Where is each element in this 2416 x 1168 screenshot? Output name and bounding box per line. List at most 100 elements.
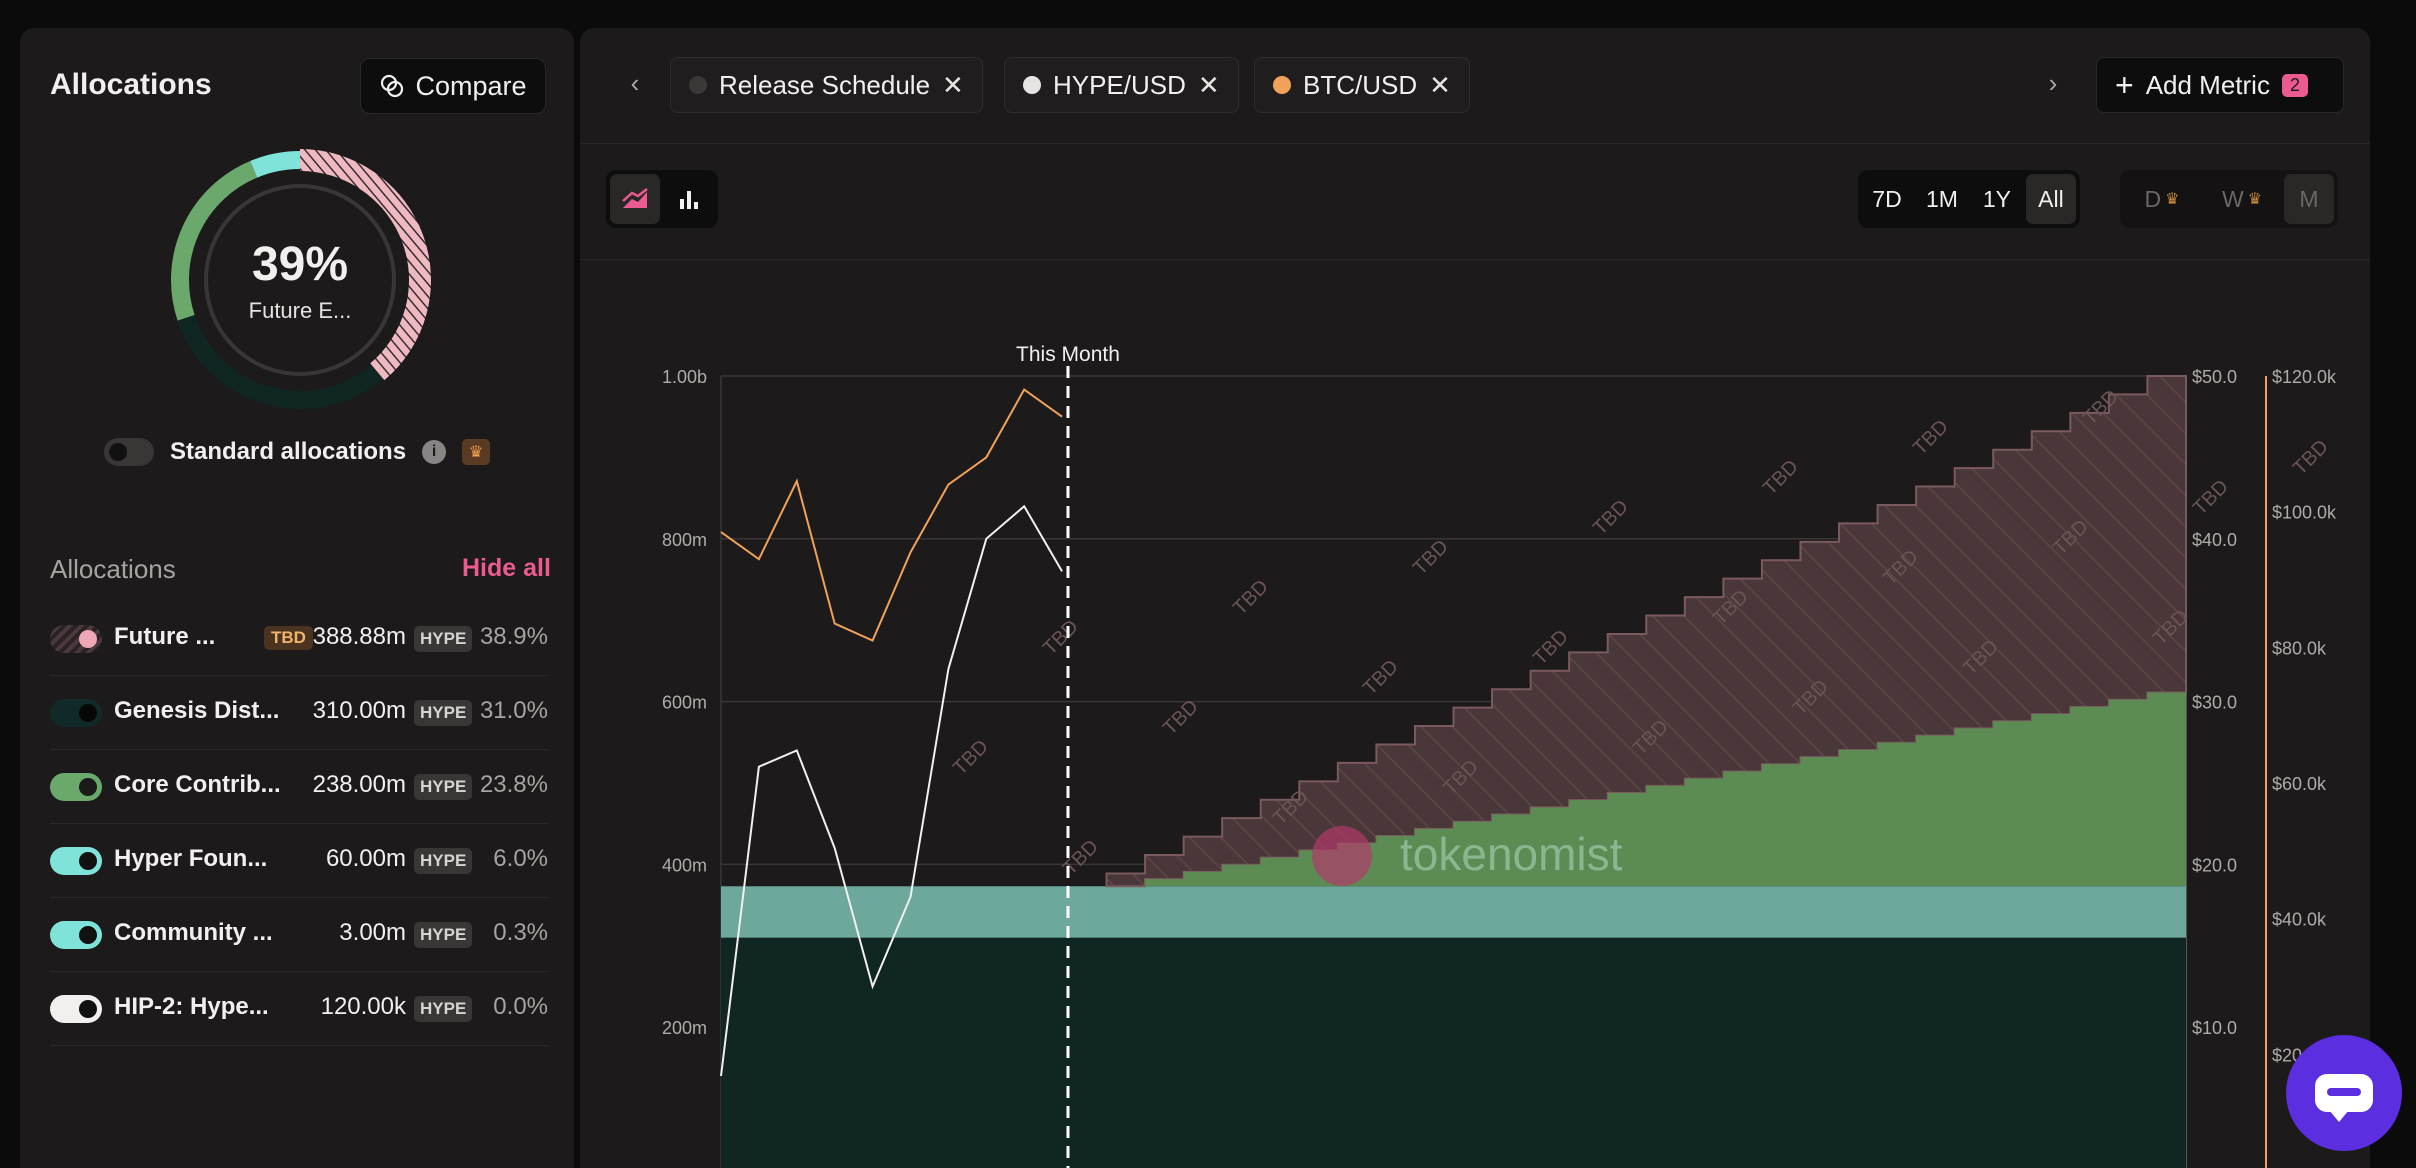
- range-option[interactable]: 1Y: [1982, 185, 2012, 212]
- allocation-percent: 31.0%: [479, 697, 548, 724]
- tbd-label: TBD: [1359, 656, 1403, 700]
- allocation-row[interactable]: Genesis Dist... 310.00m HYPE 31.0%: [50, 676, 548, 750]
- standard-allocations-toggle[interactable]: [104, 438, 154, 466]
- token-badge: HYPE: [414, 626, 473, 652]
- allocation-toggle[interactable]: [50, 625, 102, 653]
- series-color-dot: [689, 76, 707, 94]
- tbd-label: TBD: [1909, 416, 1953, 460]
- bar-chart-button[interactable]: [664, 174, 714, 224]
- right-axis-tick: $60.0k: [2272, 774, 2327, 794]
- right-axis-tick: $40.0k: [2272, 910, 2327, 930]
- allocation-name: Future ...: [114, 623, 216, 650]
- allocation-percent: 23.8%: [479, 771, 548, 798]
- metric-tab-bar: ‹ Release Schedule ✕ HYPE/USD ✕ BTC/USD ✕ › +…: [580, 28, 2370, 144]
- toggle-knob: [79, 1000, 97, 1018]
- release-schedule-chart[interactable]: TBDTBDTBDTBDTBDTBDTBDTBDTBDTBDTBDTBDTBDT…: [580, 260, 2370, 1168]
- range-option[interactable]: All: [2025, 174, 2076, 224]
- metric-tab-label: BTC/USD: [1303, 69, 1418, 100]
- compare-label: Compare: [415, 70, 527, 101]
- mid-axis-tick: $30.0: [2192, 693, 2237, 713]
- token-badge: HYPE: [414, 774, 473, 800]
- add-metric-button[interactable]: + Add Metric 2: [2096, 57, 2344, 113]
- series-core-contributors-area: [1106, 692, 2186, 887]
- allocation-name: HIP-2: Hype...: [114, 993, 269, 1020]
- close-icon[interactable]: ✕: [1197, 69, 1220, 100]
- toggle-knob: [79, 926, 97, 944]
- compare-button[interactable]: Compare: [360, 58, 546, 114]
- add-metric-label: Add Metric: [2145, 69, 2270, 100]
- allocation-donut[interactable]: [160, 140, 440, 420]
- info-icon[interactable]: i: [422, 440, 447, 464]
- close-icon[interactable]: ✕: [1429, 69, 1451, 100]
- close-icon[interactable]: ✕: [942, 69, 964, 100]
- standard-allocations-label: Standard allocations: [170, 438, 407, 465]
- granularity-option[interactable]: W ♛: [2204, 174, 2280, 224]
- donut-slice[interactable]: [299, 149, 431, 381]
- metric-tab[interactable]: Release Schedule ✕: [670, 57, 983, 113]
- range-option[interactable]: 7D: [1872, 185, 1902, 212]
- granularity-label: D: [2144, 185, 2162, 212]
- allocation-toggle[interactable]: [50, 847, 102, 875]
- tbd-label: TBD: [2189, 476, 2233, 520]
- allocation-name: Hyper Foun...: [114, 845, 268, 872]
- allocation-name: Genesis Dist...: [114, 697, 280, 724]
- donut-slice[interactable]: [250, 151, 301, 178]
- range-selector: 7D 1M 1Y All: [1858, 170, 2080, 228]
- tbd-label: TBD: [949, 736, 993, 780]
- token-badge: HYPE: [414, 848, 473, 874]
- toggle-knob: [79, 852, 97, 870]
- bar-chart-icon: [680, 191, 698, 209]
- chevron-left-icon[interactable]: ‹: [630, 67, 640, 98]
- allocation-row[interactable]: Hyper Foun... 60.00m HYPE 6.0%: [50, 824, 548, 898]
- allocation-row[interactable]: HIP-2: Hype... 120.00k HYPE 0.0%: [50, 972, 548, 1046]
- allocation-toggle[interactable]: [50, 773, 102, 801]
- allocation-row[interactable]: Future ... TBD 388.88m HYPE 38.9%: [50, 602, 548, 676]
- granularity-label: M: [2299, 185, 2319, 212]
- allocation-toggle[interactable]: [50, 995, 102, 1023]
- granularity-label: W: [2221, 185, 2244, 212]
- tbd-label: TBD: [1589, 496, 1633, 540]
- metric-tab-label: HYPE/USD: [1053, 69, 1186, 100]
- watermark-text: tokenomist: [1400, 828, 1623, 880]
- allocation-amount: 60.00m: [325, 845, 406, 872]
- metric-tab[interactable]: BTC/USD ✕: [1254, 57, 1470, 113]
- donut-slice[interactable]: [177, 314, 383, 409]
- allocation-amount: 388.88m: [312, 623, 406, 650]
- donut-center: 39% Future E...: [160, 140, 440, 420]
- allocation-toggle[interactable]: [50, 921, 102, 949]
- hide-all-button[interactable]: Hide all: [462, 554, 551, 582]
- allocation-amount: 310.00m: [312, 697, 406, 724]
- chart-panel: ‹ Release Schedule ✕ HYPE/USD ✕ BTC/USD ✕ › +…: [580, 28, 2370, 1168]
- donut-slice[interactable]: [171, 160, 258, 321]
- mid-axis-tick: $20.0: [2192, 855, 2237, 875]
- series-color-dot: [1273, 76, 1291, 94]
- allocation-percent: 0.0%: [493, 993, 548, 1020]
- tbd-label: TBD: [1229, 576, 1273, 620]
- allocations-panel: Allocations Compare 39% Future E... Stan…: [20, 28, 574, 1168]
- left-axis-tick: 400m: [662, 855, 707, 875]
- allocation-percent: 38.9%: [479, 623, 548, 650]
- left-axis-tick: 1.00b: [662, 367, 707, 387]
- tbd-badge: TBD: [264, 626, 313, 650]
- toggle-knob: [79, 630, 97, 648]
- chevron-right-icon[interactable]: ›: [2048, 67, 2058, 98]
- left-axis-tick: 600m: [662, 693, 707, 713]
- granularity-option[interactable]: M: [2284, 174, 2334, 224]
- tbd-label: TBD: [1759, 456, 1803, 500]
- allocation-list: Future ... TBD 388.88m HYPE 38.9% Genesis Dis…: [50, 602, 548, 1046]
- allocation-row[interactable]: Core Contrib... 238.00m HYPE 23.8%: [50, 750, 548, 824]
- tbd-label: TBD: [2289, 436, 2333, 480]
- allocation-row[interactable]: Community ... 3.00m HYPE 0.3%: [50, 898, 548, 972]
- area-chart-button[interactable]: [610, 174, 660, 224]
- range-option[interactable]: 1M: [1926, 185, 1958, 212]
- standard-allocations-row: Standard allocations i ♛: [104, 432, 491, 472]
- granularity-option[interactable]: D ♛: [2124, 174, 2200, 224]
- allocation-toggle[interactable]: [50, 699, 102, 727]
- series-btc-usd-line: [720, 388, 1063, 642]
- chat-support-button[interactable]: [2286, 1035, 2402, 1151]
- mid-axis-tick: $50.0: [2192, 367, 2237, 387]
- allocation-name: Community ...: [114, 919, 273, 946]
- right-axis-tick: $120.0k: [2272, 367, 2337, 387]
- metric-tab[interactable]: HYPE/USD ✕: [1004, 57, 1239, 113]
